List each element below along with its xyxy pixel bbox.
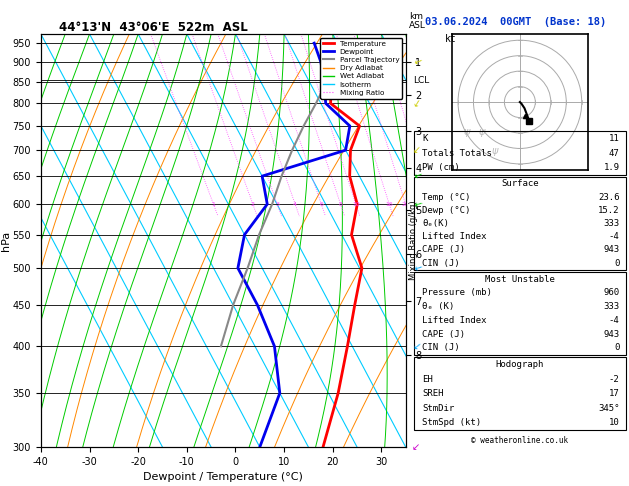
Text: 03.06.2024  00GMT  (Base: 18): 03.06.2024 00GMT (Base: 18) xyxy=(425,17,606,27)
Text: Most Unstable: Most Unstable xyxy=(485,275,555,283)
Text: Hodograph: Hodograph xyxy=(496,360,544,369)
Text: 943: 943 xyxy=(603,330,620,339)
X-axis label: Dewpoint / Temperature (°C): Dewpoint / Temperature (°C) xyxy=(143,472,303,483)
Text: -4: -4 xyxy=(609,316,620,325)
Text: $\psi$: $\psi$ xyxy=(479,127,487,139)
Text: SREH: SREH xyxy=(422,389,444,398)
Text: km
ASL: km ASL xyxy=(409,12,426,30)
Text: CAPE (J): CAPE (J) xyxy=(422,245,465,255)
Text: $\psi$: $\psi$ xyxy=(463,127,472,139)
Text: ↙: ↙ xyxy=(412,171,421,182)
Text: ↙: ↙ xyxy=(412,144,423,156)
Text: © weatheronline.co.uk: © weatheronline.co.uk xyxy=(471,435,569,445)
Text: StmSpd (kt): StmSpd (kt) xyxy=(422,418,481,427)
Text: Totals Totals: Totals Totals xyxy=(422,149,493,157)
Text: 17: 17 xyxy=(609,389,620,398)
Text: ↙: ↙ xyxy=(412,98,421,109)
Text: LCL: LCL xyxy=(413,75,429,85)
Text: 10: 10 xyxy=(352,202,360,207)
Text: 11: 11 xyxy=(609,134,620,143)
Text: 0: 0 xyxy=(614,344,620,352)
Text: 333: 333 xyxy=(603,219,620,228)
Text: 47: 47 xyxy=(609,149,620,157)
Text: 2: 2 xyxy=(251,202,255,207)
Text: 10: 10 xyxy=(609,418,620,427)
Text: ↙: ↙ xyxy=(412,262,424,275)
Text: 44°13'N  43°06'E  522m  ASL: 44°13'N 43°06'E 522m ASL xyxy=(59,21,248,34)
Text: 6: 6 xyxy=(320,202,323,207)
Text: StmDir: StmDir xyxy=(422,404,455,413)
Text: 4: 4 xyxy=(293,202,297,207)
Text: 345°: 345° xyxy=(598,404,620,413)
Text: 20: 20 xyxy=(402,202,409,207)
Text: PW (cm): PW (cm) xyxy=(422,163,460,172)
Text: Mixing Ratio (g/kg): Mixing Ratio (g/kg) xyxy=(409,201,418,280)
Text: ↙: ↙ xyxy=(412,441,423,453)
Text: 1: 1 xyxy=(211,202,215,207)
Text: Pressure (mb): Pressure (mb) xyxy=(422,288,493,297)
Text: 333: 333 xyxy=(603,302,620,311)
Text: CIN (J): CIN (J) xyxy=(422,259,460,268)
Text: Temp (°C): Temp (°C) xyxy=(422,192,470,202)
Text: EH: EH xyxy=(422,375,433,383)
Text: CIN (J): CIN (J) xyxy=(422,344,460,352)
Text: ↙: ↙ xyxy=(412,198,424,210)
Text: Lifted Index: Lifted Index xyxy=(422,316,487,325)
Text: -2: -2 xyxy=(609,375,620,383)
Text: -4: -4 xyxy=(609,232,620,241)
Text: CAPE (J): CAPE (J) xyxy=(422,330,465,339)
Text: Lifted Index: Lifted Index xyxy=(422,232,487,241)
Y-axis label: hPa: hPa xyxy=(1,230,11,251)
Text: ↙: ↙ xyxy=(412,341,420,351)
Text: Surface: Surface xyxy=(501,179,538,189)
Text: 943: 943 xyxy=(603,245,620,255)
Text: Dewp (°C): Dewp (°C) xyxy=(422,206,470,215)
Text: 23.6: 23.6 xyxy=(598,192,620,202)
Text: 15.2: 15.2 xyxy=(598,206,620,215)
Text: 0: 0 xyxy=(614,259,620,268)
Text: ↙: ↙ xyxy=(412,56,421,68)
Text: 3: 3 xyxy=(276,202,279,207)
Text: kt: kt xyxy=(445,34,457,44)
Text: 16: 16 xyxy=(386,202,393,207)
Text: K: K xyxy=(422,134,428,143)
Text: 8: 8 xyxy=(338,202,343,207)
Text: θₑ (K): θₑ (K) xyxy=(422,302,455,311)
Text: 960: 960 xyxy=(603,288,620,297)
Text: θₑ(K): θₑ(K) xyxy=(422,219,449,228)
Text: 1.9: 1.9 xyxy=(603,163,620,172)
Text: $\psi$: $\psi$ xyxy=(491,145,499,157)
Legend: Temperature, Dewpoint, Parcel Trajectory, Dry Adiabat, Wet Adiabat, Isotherm, Mi: Temperature, Dewpoint, Parcel Trajectory… xyxy=(320,37,402,99)
